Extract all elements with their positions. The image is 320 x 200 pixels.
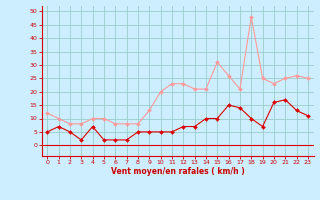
X-axis label: Vent moyen/en rafales ( km/h ): Vent moyen/en rafales ( km/h ) <box>111 167 244 176</box>
